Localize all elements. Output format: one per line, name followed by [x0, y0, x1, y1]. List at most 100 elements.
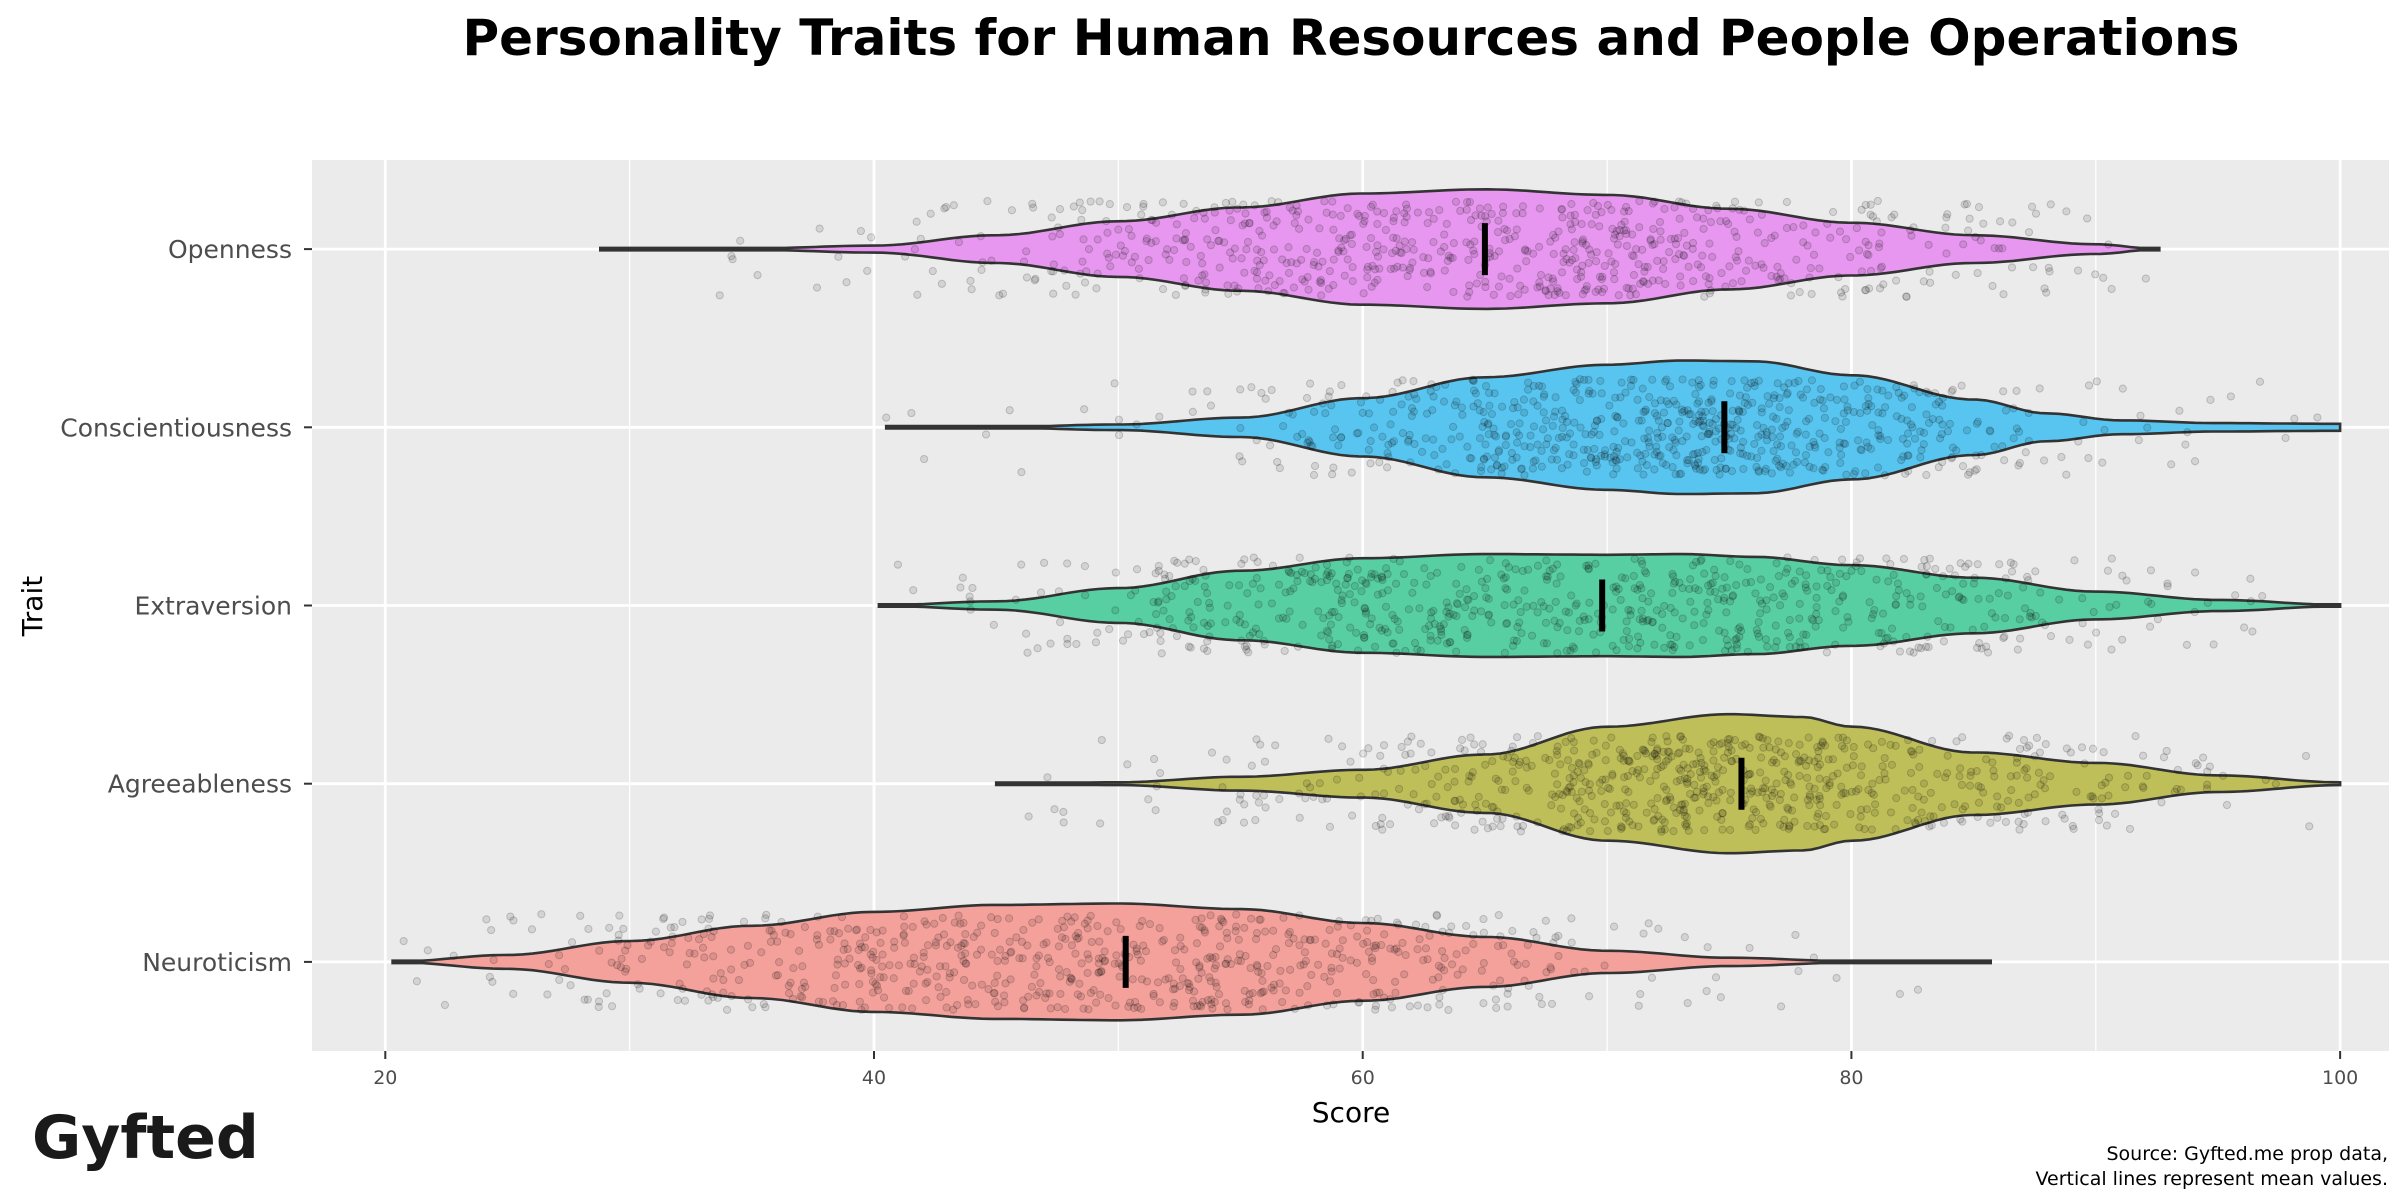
jitter-point	[889, 974, 898, 983]
jitter-point	[1086, 197, 1095, 206]
jitter-point	[2019, 583, 2028, 592]
jitter-point	[1573, 821, 1582, 830]
jitter-point	[1731, 253, 1740, 262]
jitter-point	[1494, 447, 1503, 456]
jitter-point	[1501, 573, 1510, 582]
jitter-point	[1694, 382, 1704, 391]
jitter-point	[1456, 206, 1465, 215]
jitter-point	[1821, 811, 1831, 821]
jitter-point	[1600, 450, 1609, 459]
jitter-point	[1310, 407, 1319, 416]
jitter-point	[1395, 241, 1404, 250]
jitter-point	[2074, 437, 2083, 446]
jitter-point	[1493, 941, 1503, 951]
jitter-point	[1221, 999, 1231, 1008]
jitter-point	[1946, 623, 1955, 632]
jitter-point	[1681, 744, 1690, 753]
jitter-point	[2182, 640, 2192, 649]
jitter-point	[1503, 989, 1512, 998]
jitter-point	[1842, 572, 1851, 581]
jitter-point	[1862, 250, 1872, 259]
jitter-point	[1683, 406, 1692, 415]
jitter-point	[868, 977, 878, 986]
jitter-point	[1070, 913, 1079, 922]
jitter-point	[893, 560, 903, 569]
jitter-point	[1861, 200, 1870, 210]
jitter-point	[1841, 284, 1850, 294]
jitter-point	[1943, 751, 1952, 760]
jitter-point	[2141, 274, 2150, 283]
jitter-point	[1726, 429, 1736, 438]
jitter-point	[1169, 985, 1178, 994]
jitter-point	[1891, 276, 1901, 285]
jitter-point	[1952, 737, 1961, 746]
jitter-point	[2015, 615, 2024, 624]
jitter-point	[1383, 586, 1393, 595]
jitter-point	[1650, 409, 1660, 418]
jitter-point	[1786, 291, 1796, 300]
jitter-point	[1114, 225, 1123, 234]
jitter-point	[1567, 225, 1576, 234]
jitter-point	[1246, 963, 1255, 973]
jitter-point	[1240, 219, 1250, 228]
jitter-point	[1617, 220, 1626, 229]
jitter-point	[946, 938, 955, 947]
jitter-point	[1691, 464, 1701, 473]
jitter-point	[1549, 412, 1559, 421]
jitter-point	[1677, 405, 1687, 414]
jitter-point	[1909, 750, 1918, 759]
jitter-point	[1032, 954, 1041, 963]
jitter-point	[1634, 1001, 1643, 1010]
jitter-point	[1607, 733, 1616, 742]
jitter-point	[602, 989, 611, 998]
jitter-point	[1318, 399, 1327, 408]
jitter-point	[2000, 632, 2009, 641]
jitter-point	[1463, 292, 1472, 301]
jitter-point	[899, 912, 909, 921]
jitter-point	[1603, 200, 1612, 210]
jitter-point	[1948, 385, 1957, 394]
jitter-point	[2014, 798, 2023, 807]
jitter-point	[853, 960, 863, 970]
jitter-point	[1510, 397, 1519, 407]
jitter-point	[1129, 940, 1138, 949]
jitter-point	[1576, 773, 1585, 783]
jitter-point	[1180, 581, 1189, 591]
jitter-point	[1815, 264, 1824, 273]
jitter-point	[1380, 930, 1389, 939]
jitter-point	[1557, 268, 1567, 277]
jitter-point	[1915, 745, 1924, 754]
jitter-point	[1518, 209, 1527, 218]
jitter-point	[1966, 771, 1975, 780]
jitter-point	[1401, 750, 1410, 759]
jitter-point	[1686, 597, 1695, 606]
jitter-point	[1214, 236, 1223, 246]
jitter-point	[1005, 937, 1014, 946]
jitter-point	[1645, 393, 1654, 402]
jitter-point	[863, 266, 872, 276]
jitter-point	[1662, 375, 1671, 384]
jitter-point	[837, 912, 847, 922]
jitter-point	[1809, 437, 1818, 447]
jitter-point	[2000, 613, 2010, 623]
jitter-point	[1441, 380, 1450, 389]
jitter-point	[1409, 407, 1418, 416]
jitter-point	[1180, 559, 1189, 568]
jitter-point	[1332, 988, 1342, 998]
jitter-point	[1262, 213, 1271, 222]
jitter-point	[1877, 262, 1887, 271]
jitter-point	[1045, 989, 1054, 998]
jitter-point	[1584, 258, 1593, 268]
jitter-point	[1462, 205, 1471, 214]
jitter-point	[1306, 441, 1316, 450]
jitter-point	[1642, 460, 1651, 470]
jitter-point	[1924, 643, 1933, 652]
jitter-point	[840, 959, 849, 968]
jitter-point	[1768, 758, 1777, 767]
jitter-point	[1695, 806, 1704, 815]
jitter-point	[1669, 579, 1678, 588]
jitter-point	[1688, 450, 1698, 459]
jitter-point	[1580, 967, 1589, 976]
jitter-point	[1919, 779, 1929, 788]
jitter-point	[1278, 997, 1287, 1007]
